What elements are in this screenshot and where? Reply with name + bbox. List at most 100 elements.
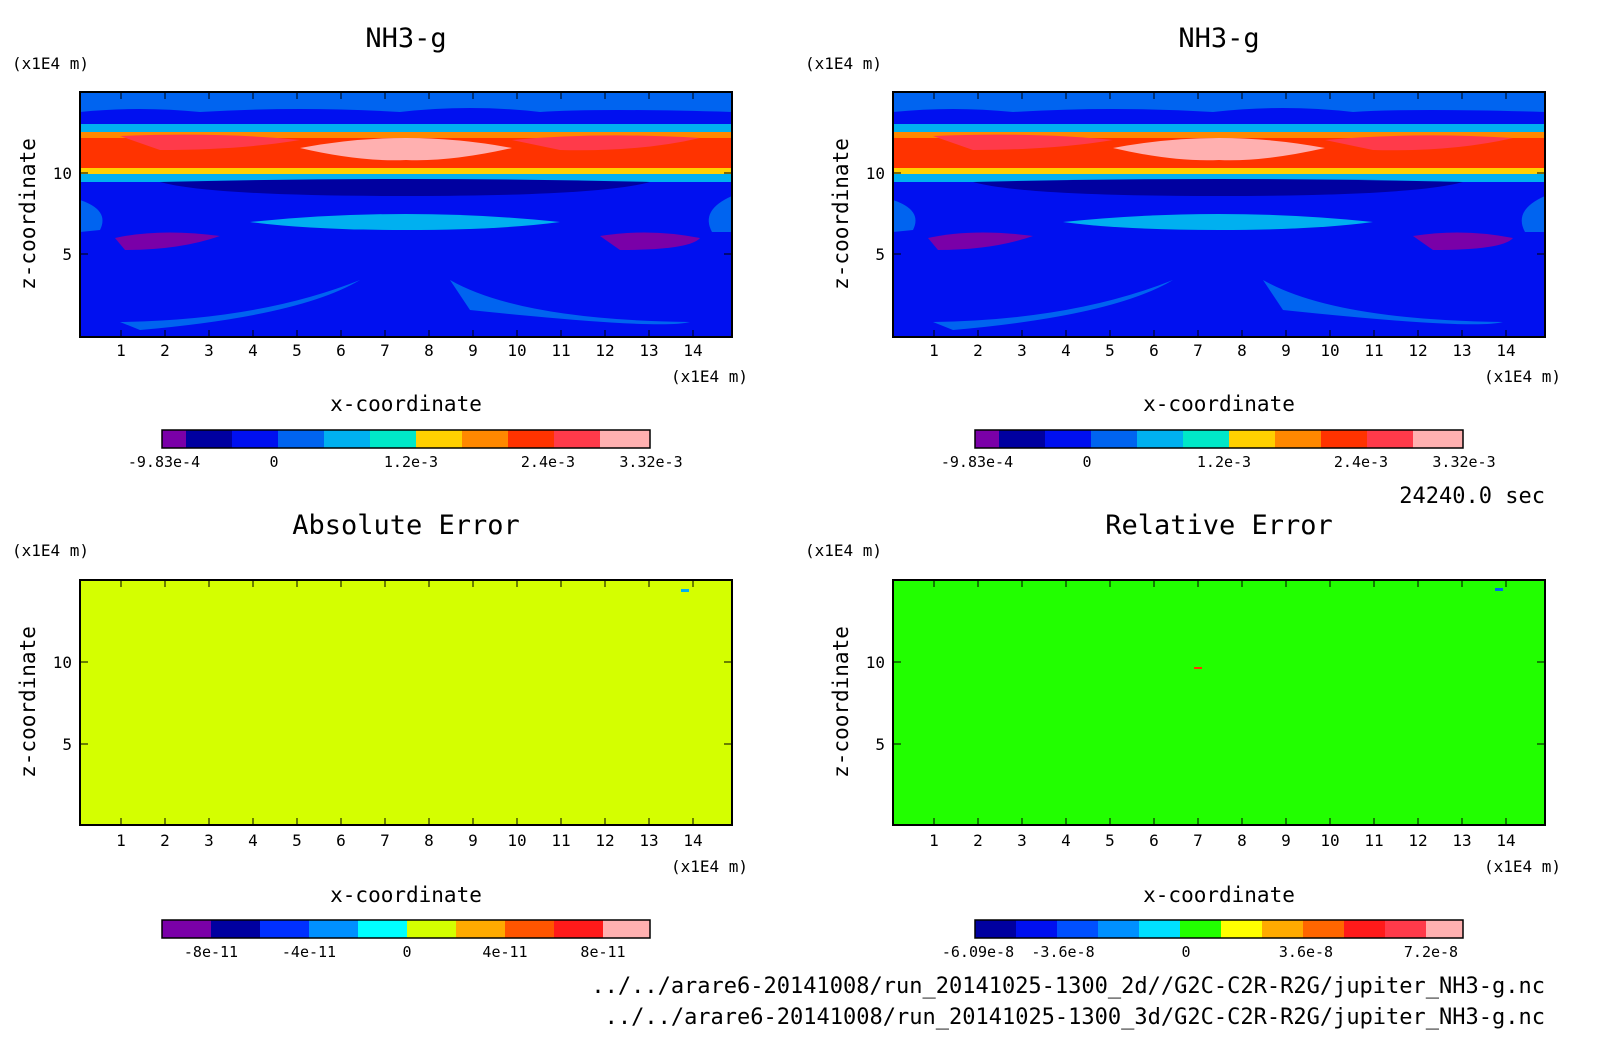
colorbar-swatch	[1098, 920, 1139, 938]
x-tick: 4	[248, 92, 258, 360]
x-tick: 8	[424, 92, 434, 360]
contour-field	[80, 92, 732, 337]
contour-spot	[1495, 588, 1503, 591]
x-tick: 11	[551, 580, 571, 850]
x-tick-label: 10	[507, 831, 526, 850]
colorbar-tick-label: 2.4e-3	[1334, 453, 1388, 471]
x-tick-label: 5	[292, 341, 302, 360]
x-tick-label: 1	[116, 341, 126, 360]
x-tick: 8	[1237, 580, 1247, 850]
x-tick-label: 9	[1281, 341, 1291, 360]
y-tick: 10	[53, 653, 732, 672]
panel-nh3-left: NH3-g (x1E4 m) 1 2 3	[12, 23, 748, 471]
x-tick: 6	[336, 580, 346, 850]
x-tick-label: 2	[973, 341, 983, 360]
x-ticks: 1 2 3 4 5 6 7 8 9 10 11 12 13 14	[116, 92, 703, 360]
panel-nh3-right: NH3-g (x1E4 m) 1 2 3	[805, 23, 1561, 471]
x-tick-label: 14	[683, 341, 702, 360]
colorbar-swatch	[1221, 920, 1262, 938]
x-tick-label: 5	[292, 831, 302, 850]
chart-title: Absolute Error	[292, 510, 520, 541]
x-tick-label: 3	[204, 831, 214, 850]
y-tick: 10	[866, 653, 1545, 672]
colorbar: -9.83e-4 0 1.2e-3 2.4e-3 3.32e-3	[941, 429, 1496, 471]
colorbar: -9.83e-4 0 1.2e-3 2.4e-3 3.32e-3	[128, 429, 683, 471]
x-unit-label: (x1E4 m)	[1484, 857, 1561, 876]
x-unit-label: (x1E4 m)	[1484, 367, 1561, 386]
x-tick-label: 3	[1017, 341, 1027, 360]
y-tick: 5	[875, 735, 1545, 754]
colorbar: -8e-11 -4e-11 0 4e-11 8e-11	[161, 919, 651, 961]
colorbar-swatch	[1183, 430, 1229, 448]
y-axis-label: z-coordinate	[16, 138, 40, 290]
contour-spot	[681, 589, 689, 592]
colorbar-swatch	[1426, 920, 1463, 938]
colorbar-tick-label: 3.32e-3	[1432, 453, 1495, 471]
colorbar-swatch	[186, 430, 232, 448]
colorbar-swatch	[1275, 430, 1321, 448]
contour-field	[893, 580, 1545, 825]
colorbar-swatch	[416, 430, 462, 448]
y-ticks: 5 10	[53, 164, 732, 264]
colorbar-tick-label: 3.6e-8	[1279, 943, 1333, 961]
x-tick: 14	[1496, 92, 1516, 360]
y-axis-label: z-coordinate	[16, 626, 40, 778]
y-tick: 10	[53, 164, 732, 183]
x-tick: 2	[160, 92, 170, 360]
colorbar-tick-label: -9.83e-4	[128, 453, 200, 471]
colorbar-tick-label: -3.6e-8	[1031, 943, 1094, 961]
x-tick: 4	[1061, 580, 1071, 850]
colorbar-swatch	[505, 920, 554, 938]
y-tick-label: 5	[62, 245, 72, 264]
x-tick-label: 14	[683, 831, 702, 850]
x-tick: 9	[1281, 580, 1291, 850]
x-tick: 9	[468, 92, 478, 360]
panel-relative-error: Relative Error (x1E4 m) 1 2 3 4 5 6 7 8 …	[805, 510, 1561, 961]
file-path-2d: ../../arare6-20141008/run_20141025-1300_…	[591, 974, 1545, 999]
y-unit-label: (x1E4 m)	[805, 541, 882, 560]
x-tick: 10	[507, 92, 527, 360]
x-tick-label: 12	[1408, 831, 1427, 850]
x-tick: 11	[1364, 580, 1384, 850]
contour-field	[80, 580, 732, 825]
file-path-3d: ../../arare6-20141008/run_20141025-1300_…	[605, 1005, 1545, 1030]
x-tick: 6	[1149, 92, 1159, 360]
x-tick-label: 7	[1193, 831, 1203, 850]
colorbar-swatch	[600, 430, 650, 448]
colorbar-swatch	[1262, 920, 1303, 938]
x-tick-label: 1	[929, 341, 939, 360]
x-tick-label: 5	[1105, 831, 1115, 850]
x-ticks: 1 2 3 4 5 6 7 8 9 10 11 12 13 14	[929, 580, 1516, 850]
x-tick-label: 14	[1496, 341, 1515, 360]
colorbar-swatch	[462, 430, 508, 448]
x-tick: 7	[1193, 580, 1203, 850]
colorbar-swatch	[1137, 430, 1183, 448]
colorbar-tick-label: 1.2e-3	[1197, 453, 1251, 471]
colorbar-swatch	[1091, 430, 1137, 448]
colorbar-swatch	[162, 430, 186, 448]
colorbar-swatch	[1413, 430, 1463, 448]
x-axis-label: x-coordinate	[330, 392, 482, 416]
x-tick: 1	[116, 92, 126, 360]
x-tick-label: 12	[595, 831, 614, 850]
x-tick-label: 7	[380, 341, 390, 360]
chart-title: NH3-g	[365, 23, 446, 54]
x-tick-label: 12	[595, 341, 614, 360]
colorbar-swatch	[554, 430, 600, 448]
colorbar-tick-label: 0	[269, 453, 278, 471]
y-unit-label: (x1E4 m)	[12, 54, 89, 73]
x-tick-label: 13	[1452, 831, 1471, 850]
plot-frame	[79, 579, 733, 826]
x-tick: 5	[292, 92, 302, 360]
x-tick: 7	[380, 580, 390, 850]
x-tick: 1	[929, 92, 939, 360]
colorbar: -6.09e-8 -3.6e-8 0 3.6e-8 7.2e-8	[942, 919, 1464, 961]
x-tick-label: 9	[1281, 831, 1291, 850]
x-tick: 10	[1320, 92, 1340, 360]
x-tick: 12	[1408, 580, 1428, 850]
x-tick-label: 9	[468, 341, 478, 360]
x-tick: 6	[1149, 580, 1159, 850]
x-tick: 10	[1320, 580, 1340, 850]
colorbar-swatch	[554, 920, 603, 938]
x-tick-label: 1	[116, 831, 126, 850]
